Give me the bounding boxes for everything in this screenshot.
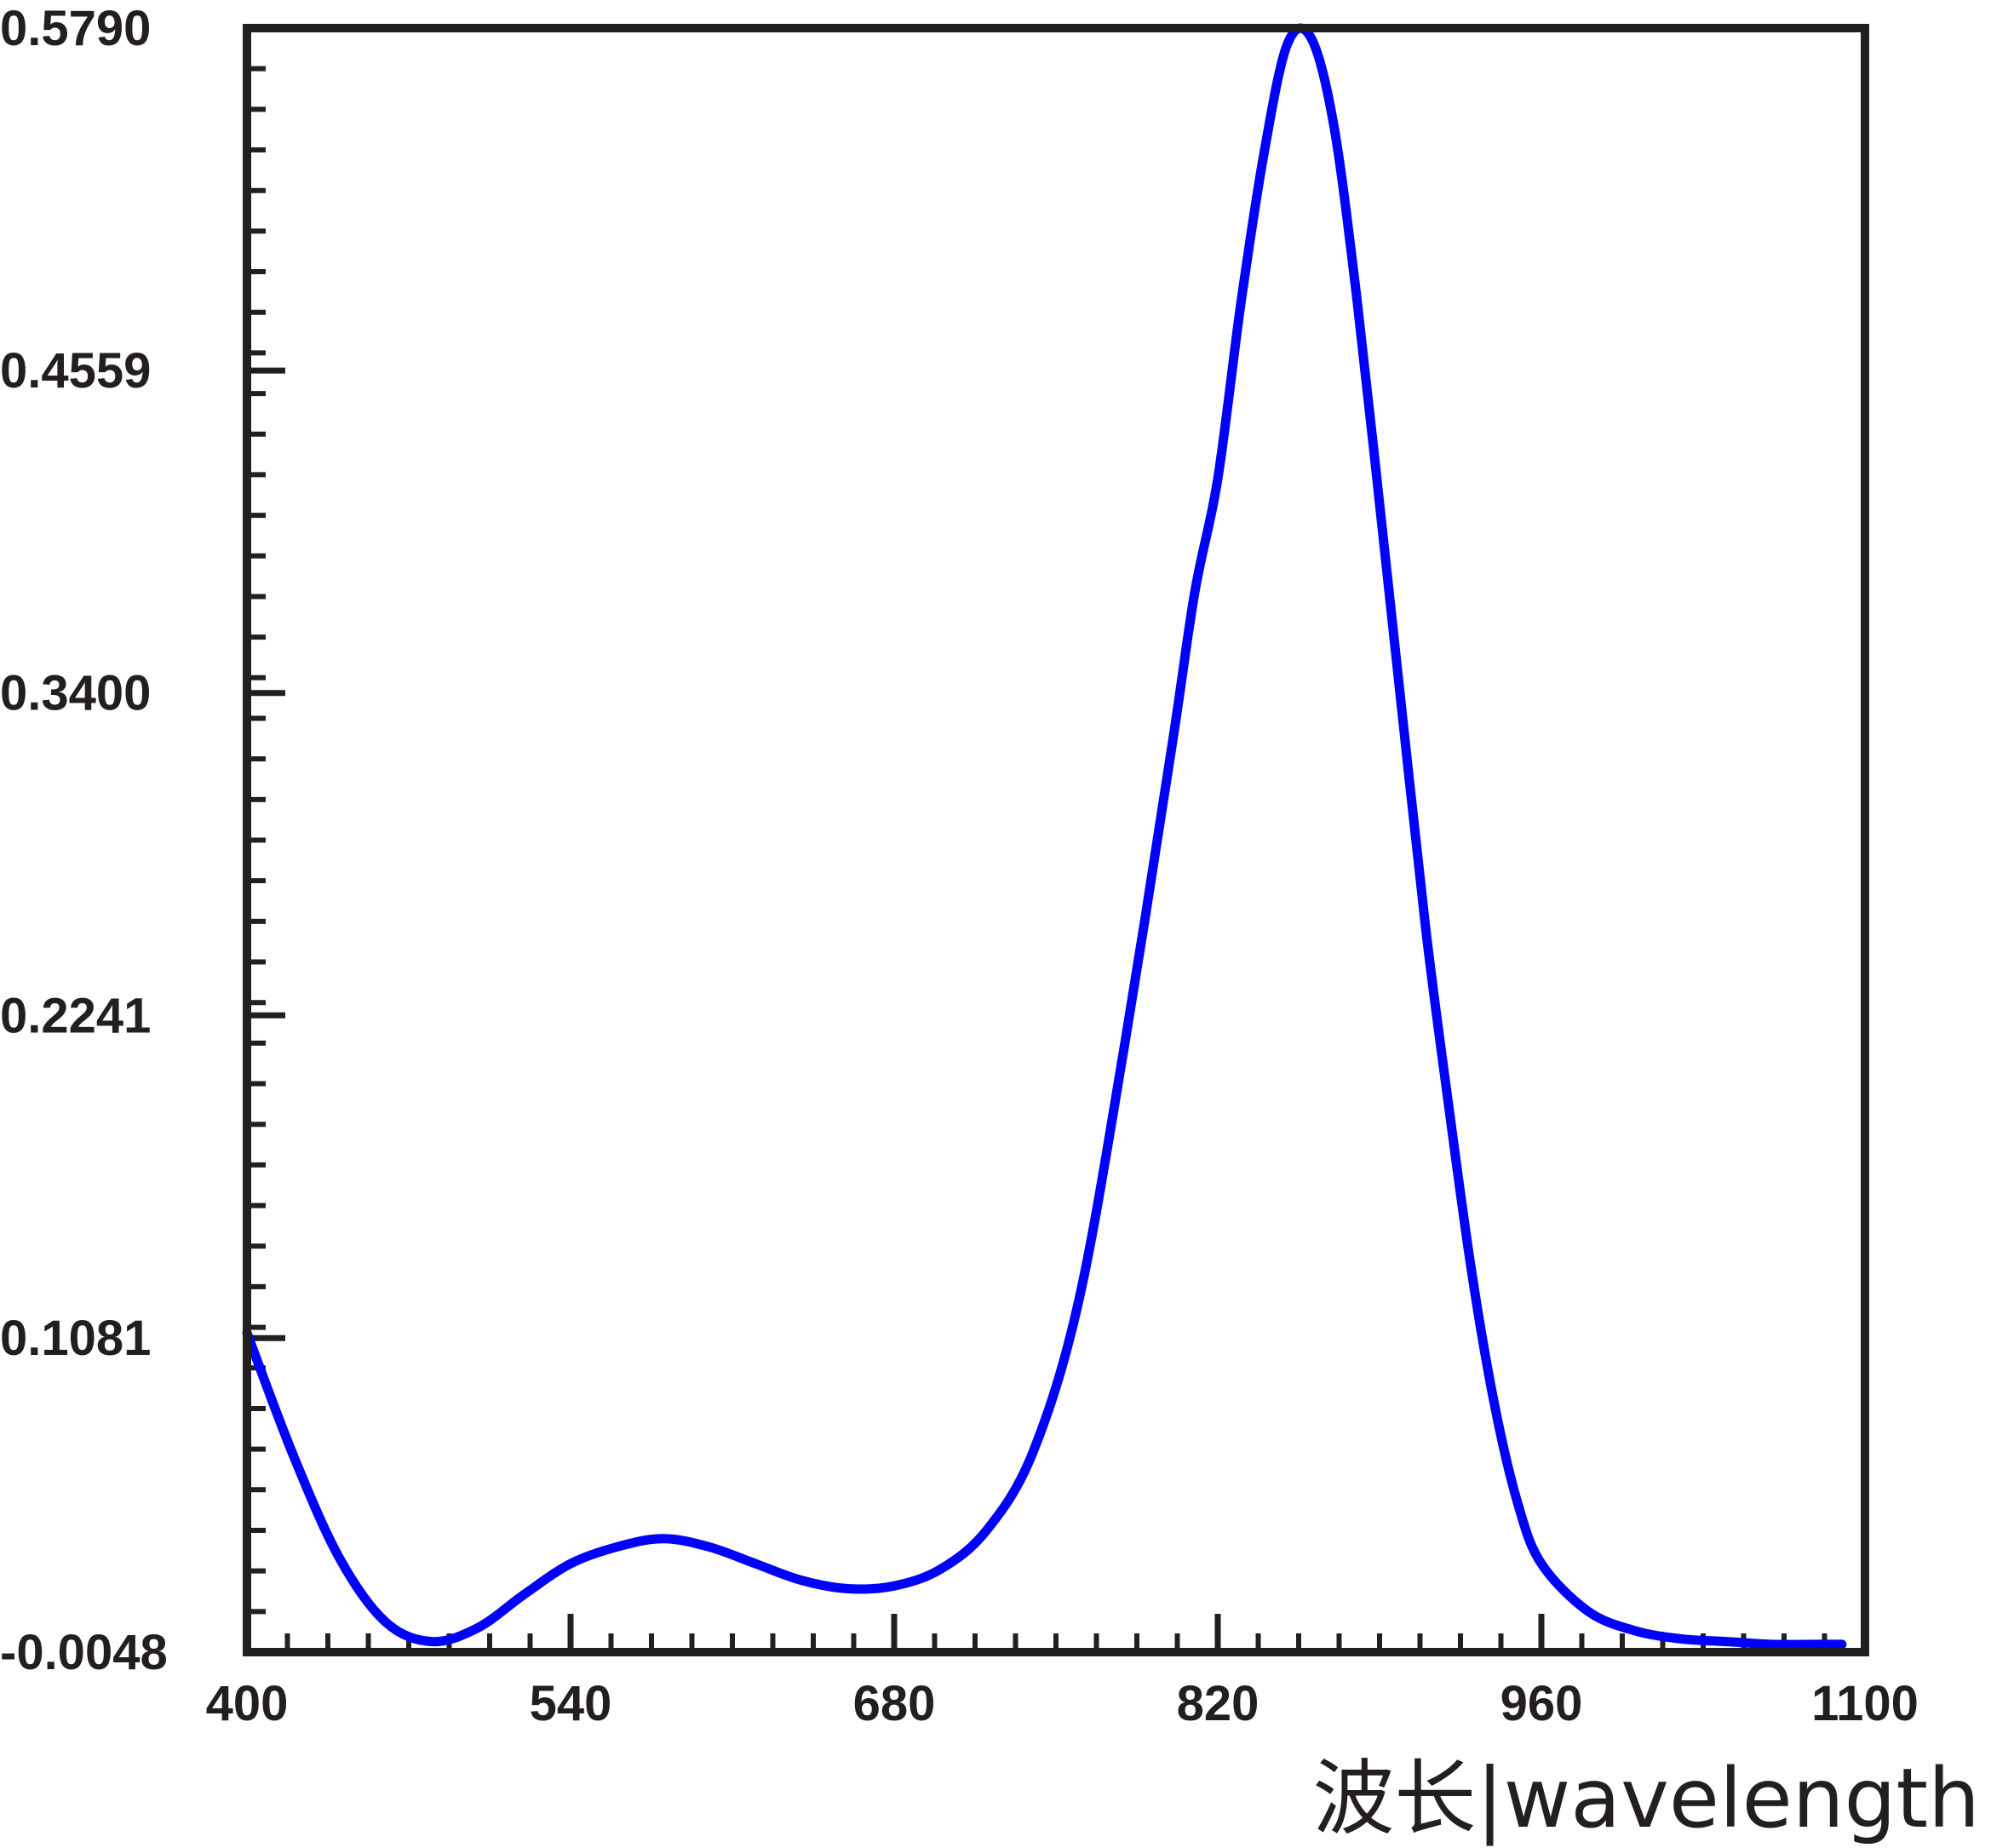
minor-ticks xyxy=(247,66,1828,1652)
series-line xyxy=(242,23,1847,1650)
y-tick-label: -0.0048 xyxy=(0,1625,168,1680)
x-tick-label: 540 xyxy=(530,1676,612,1731)
x-tick-labels: 400 540 680 820 960 1100 xyxy=(206,1676,1919,1731)
y-tick-labels: -0.0048 0.1081 0.2241 0.3400 0.4559 0.5790 xyxy=(0,1,168,1680)
y-tick-label: 0.1081 xyxy=(0,1311,151,1366)
major-ticks xyxy=(247,367,1545,1652)
y-tick-label: 0.3400 xyxy=(0,666,151,721)
y-tick-label: 0.5790 xyxy=(0,1,151,56)
x-tick-label: 960 xyxy=(1500,1676,1583,1731)
x-axis-label: 波长|wavelength xyxy=(1312,1751,1980,1847)
x-tick-label: 1100 xyxy=(1811,1676,1919,1731)
x-tick-label: 680 xyxy=(853,1676,936,1731)
plot-frame xyxy=(243,24,1869,1656)
x-tick-label: 820 xyxy=(1177,1676,1259,1731)
x-tick-label: 400 xyxy=(206,1676,289,1731)
series-group xyxy=(242,23,1847,1650)
y-tick-label: 0.2241 xyxy=(0,988,151,1043)
y-tick-label: 0.4559 xyxy=(0,343,151,399)
